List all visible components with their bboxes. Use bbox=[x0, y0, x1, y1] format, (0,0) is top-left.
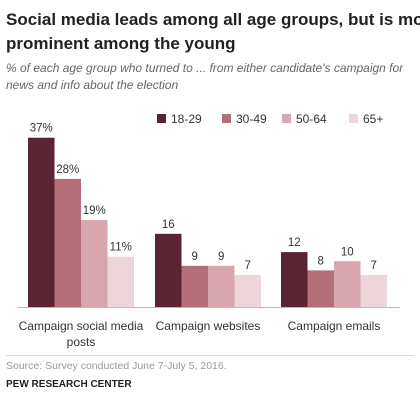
legend-label-65+: 65+ bbox=[363, 112, 383, 126]
bar-65+ bbox=[360, 274, 387, 307]
legend: 18-29 30-49 50-64 65+ bbox=[157, 112, 383, 126]
bar-30-49 bbox=[181, 265, 208, 307]
bar-value-label: 10 bbox=[341, 246, 354, 258]
bar-65+ bbox=[234, 274, 261, 307]
bar-18-29 bbox=[28, 137, 55, 307]
source-note: Source: Survey conducted June 7-July 5, … bbox=[6, 360, 227, 372]
bar-50-64 bbox=[208, 265, 235, 307]
bar-value-label: 7 bbox=[245, 260, 251, 272]
bar-value-label: 16 bbox=[162, 219, 175, 231]
legend-swatch-18-29 bbox=[157, 114, 166, 123]
category-label: Campaign websites bbox=[156, 319, 261, 333]
legend-label-30-49: 30-49 bbox=[236, 112, 267, 126]
bar-value-label: 7 bbox=[371, 260, 377, 272]
category-labels: Campaign social media posts Campaign websi… bbox=[19, 319, 381, 349]
category-label: Campaign social media bbox=[19, 319, 144, 333]
chart-title: Social media leads among all age groups,… bbox=[6, 10, 420, 53]
category-label: Campaign emails bbox=[288, 319, 381, 333]
title-line: prominent among the young bbox=[6, 34, 236, 53]
bar-value-label: 9 bbox=[192, 251, 198, 263]
bar-value-label: 9 bbox=[218, 251, 224, 263]
credit: PEW RESEARCH CENTER bbox=[6, 379, 132, 390]
bar-18-29 bbox=[281, 252, 308, 307]
subtitle-line: news and info about the election bbox=[6, 78, 178, 92]
bar-50-64 bbox=[334, 261, 361, 307]
legend-swatch-30-49 bbox=[222, 114, 231, 123]
bar-value-label: 8 bbox=[318, 255, 324, 267]
legend-swatch-50-64 bbox=[282, 114, 291, 123]
legend-swatch-65+ bbox=[349, 114, 358, 123]
chart-subtitle: % of each age group who turned to ... fr… bbox=[6, 61, 404, 92]
bars: 37% 28% 19% 11% 16 9 9 7 12 8 10 7 bbox=[28, 123, 387, 307]
legend-label-18-29: 18-29 bbox=[171, 112, 202, 126]
bar-30-49 bbox=[54, 178, 81, 307]
subtitle-line: % of each age group who turned to ... fr… bbox=[6, 61, 404, 75]
bar-18-29 bbox=[155, 233, 182, 307]
bar-value-label: 12 bbox=[288, 237, 301, 249]
bar-value-label: 37% bbox=[30, 123, 53, 135]
legend-label-50-64: 50-64 bbox=[296, 112, 327, 126]
bar-65+ bbox=[107, 256, 134, 307]
category-label: posts bbox=[67, 335, 96, 349]
bar-value-label: 28% bbox=[56, 164, 79, 176]
bar-30-49 bbox=[307, 270, 334, 307]
bar-50-64 bbox=[81, 220, 108, 307]
bar-value-label: 11% bbox=[110, 242, 132, 254]
title-line: Social media leads among all age groups,… bbox=[6, 10, 420, 29]
bar-value-label: 19% bbox=[83, 205, 106, 217]
